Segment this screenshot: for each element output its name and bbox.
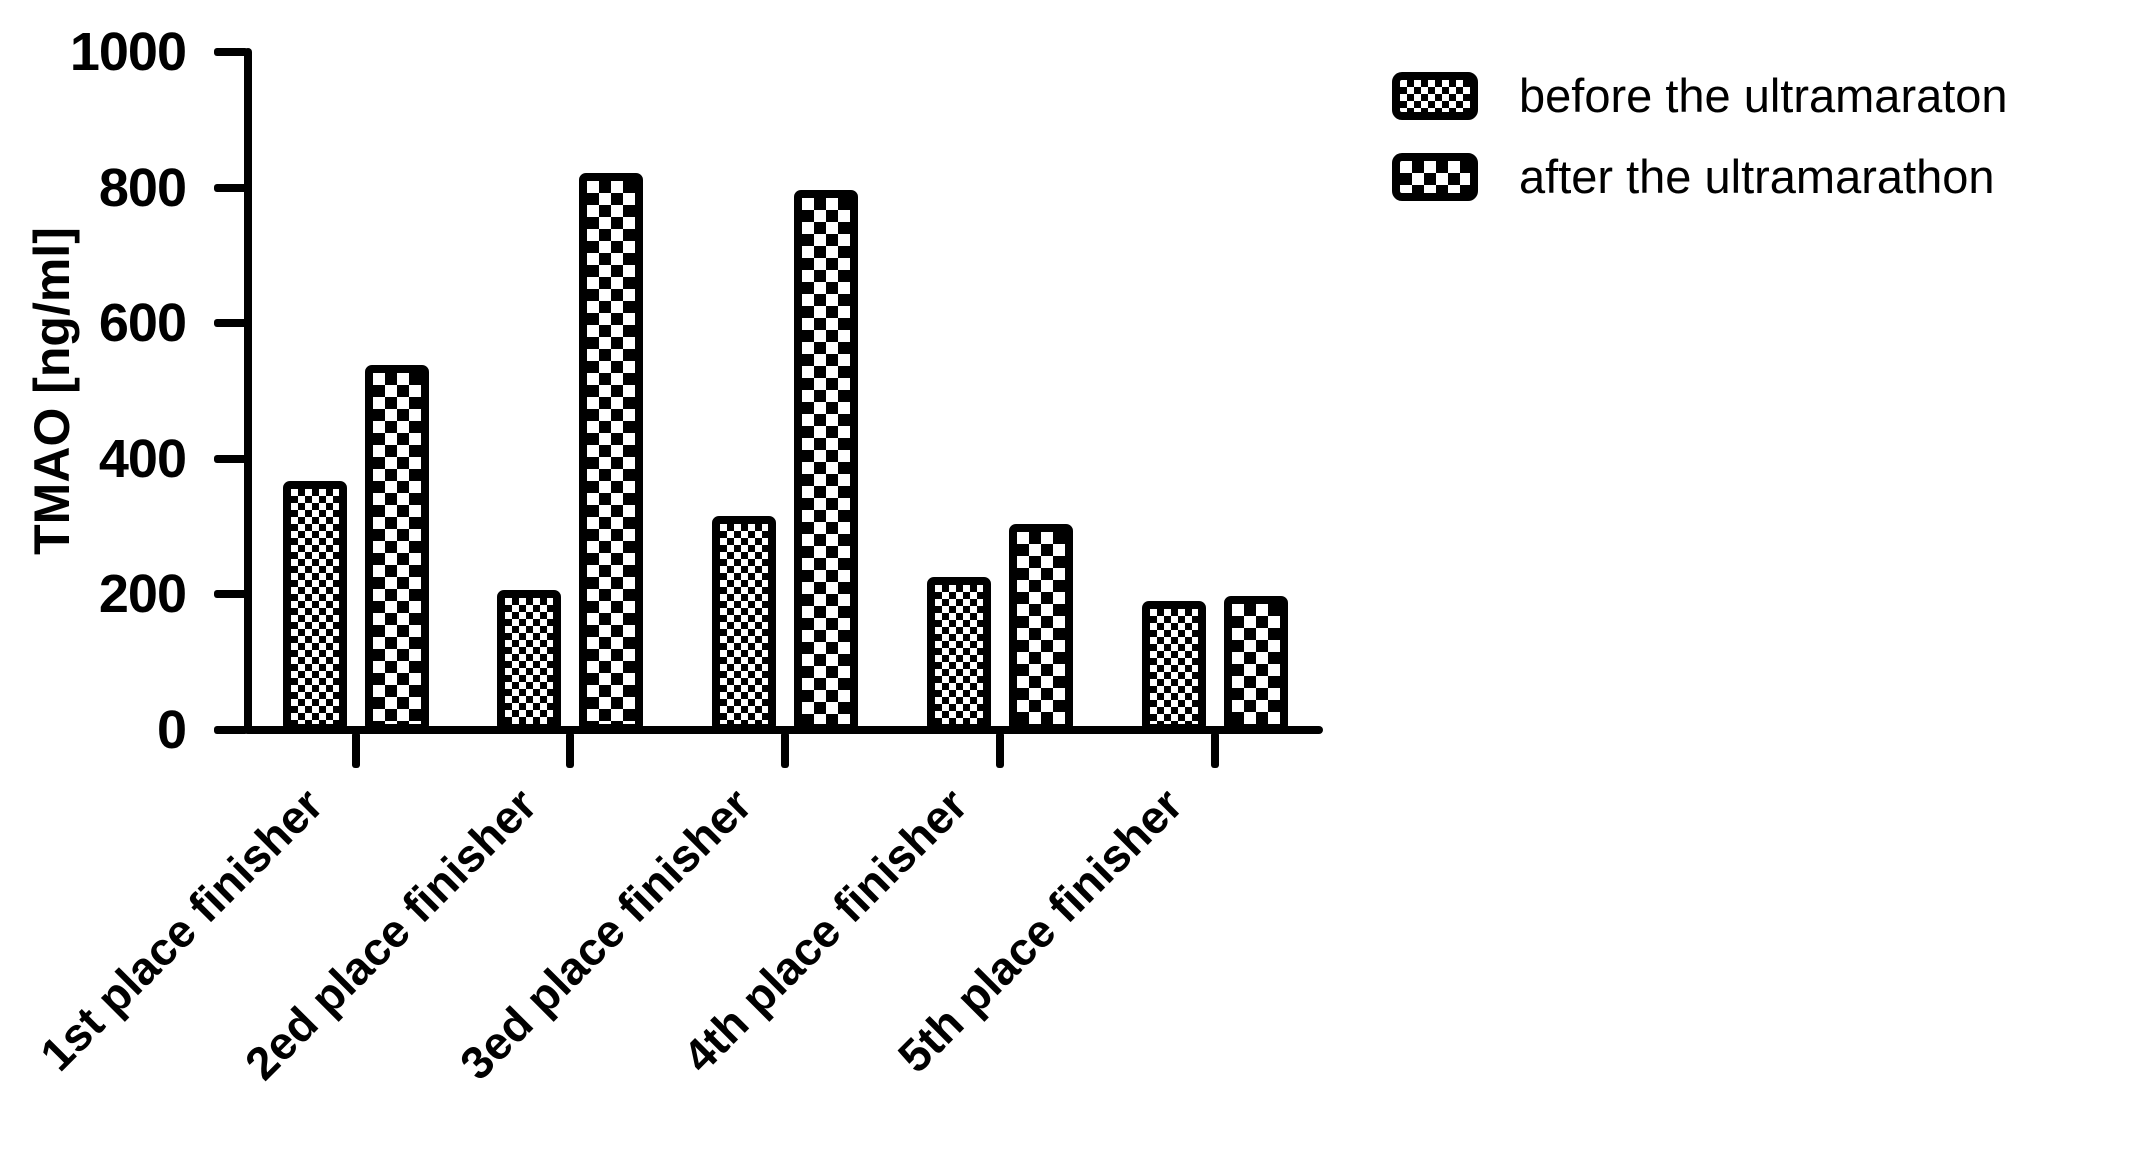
bar-before-3ed <box>712 516 776 732</box>
y-tick-600 <box>214 319 248 327</box>
y-tick-label-1000: 1000 <box>69 22 187 82</box>
y-tick-400 <box>214 455 248 463</box>
y-tick-label-400: 400 <box>98 429 187 489</box>
legend-row-before: before the ultramaraton <box>1392 72 2008 120</box>
x-tick-1 <box>352 732 360 768</box>
coarse-checkerboard-swatch <box>1392 153 1478 201</box>
x-tick-5 <box>1211 732 1219 768</box>
bar-before-5th <box>1142 601 1206 732</box>
y-tick-1000 <box>214 48 248 56</box>
x-tick-2 <box>566 732 574 768</box>
bar-after-2ed <box>579 173 643 732</box>
legend-label-after: after the ultramarathon <box>1519 150 1995 203</box>
x-tick-3 <box>781 732 789 768</box>
y-tick-200 <box>214 590 248 598</box>
bar-before-2ed <box>497 590 561 732</box>
y-tick-label-200: 200 <box>98 564 187 624</box>
legend-row-after: after the ultramarathon <box>1392 153 2008 201</box>
bar-before-1st <box>283 481 347 732</box>
y-tick-label-0: 0 <box>156 700 187 760</box>
bar-after-5th <box>1224 596 1288 732</box>
legend-label-before: before the ultramaraton <box>1519 69 2008 122</box>
y-axis-line <box>244 48 252 734</box>
x-tick-4 <box>996 732 1004 768</box>
x-axis-line <box>244 726 1323 734</box>
bar-after-1st <box>365 365 429 732</box>
y-tick-800 <box>214 184 248 192</box>
bar-after-4th <box>1009 524 1073 732</box>
y-axis-title: TMAO [ng/ml] <box>24 227 80 555</box>
bar-after-3ed <box>794 190 858 732</box>
y-tick-label-600: 600 <box>98 293 187 353</box>
y-tick-label-800: 800 <box>98 158 187 218</box>
y-tick-0 <box>214 726 248 734</box>
bar-before-4th <box>927 577 991 732</box>
legend: before the ultramaraton after the ultram… <box>1392 72 2008 234</box>
fine-checkerboard-swatch <box>1392 72 1478 120</box>
